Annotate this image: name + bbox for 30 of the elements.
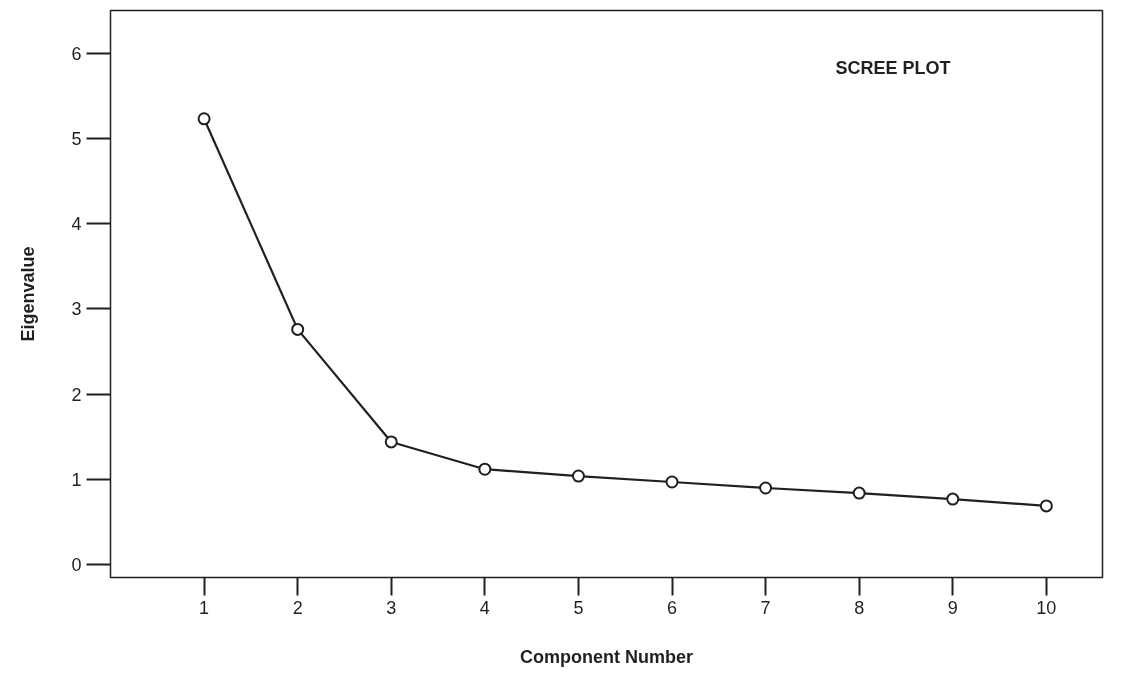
point: [852, 486, 866, 500]
x-tick-label: 8: [854, 597, 865, 618]
x-tick-label: 2: [292, 597, 303, 618]
point: [291, 322, 305, 336]
y-tick-label: 4: [71, 214, 82, 235]
point: [384, 435, 398, 449]
x-tick-label: 7: [760, 597, 771, 618]
y-tick-label: 6: [71, 43, 82, 64]
x-tick-label: 10: [1036, 597, 1057, 618]
point: [665, 475, 679, 489]
point: [478, 462, 492, 476]
y-tick-label: 1: [71, 469, 82, 490]
x-axis-title: Component Number: [520, 646, 693, 667]
y-tick-label: 3: [71, 299, 82, 320]
x-tick-label: 6: [667, 597, 678, 618]
x-tick-label: 4: [479, 597, 490, 618]
point: [1039, 499, 1053, 513]
point: [759, 481, 773, 495]
x-tick-label: 5: [573, 597, 584, 618]
point: [946, 492, 960, 506]
point: [197, 112, 211, 126]
point: [571, 469, 585, 483]
y-tick-label: 2: [71, 384, 82, 405]
y-axis-title: Eigenvalue: [18, 246, 39, 342]
text: SCREE PLOT: [835, 57, 951, 78]
x-tick-label: 9: [947, 597, 958, 618]
x-tick-label: 3: [386, 597, 397, 618]
x-tick-label: 1: [199, 597, 210, 618]
y-tick-label: 0: [71, 555, 82, 576]
y-tick-label: 5: [71, 128, 82, 149]
